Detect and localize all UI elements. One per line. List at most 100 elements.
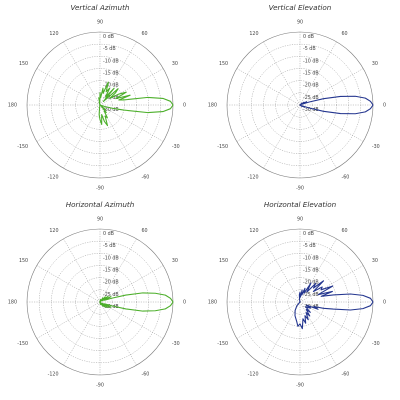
angle-tick-label: -30 [372, 341, 380, 347]
grid-spoke [99, 265, 164, 303]
grid-spoke [36, 301, 101, 339]
angle-tick-label: 0 [183, 103, 186, 109]
polar-chart-2: Vertical Elevation 0 30 60 90 120 150 180 -150 -1… [208, 3, 386, 192]
angle-tick-label: 90 [297, 217, 303, 223]
grid-spoke [236, 104, 301, 142]
db-tick-label: -25 dB [303, 95, 319, 101]
grid-spoke [263, 238, 301, 303]
db-tick-label: -15 dB [303, 71, 319, 77]
angle-tick-label: 120 [249, 31, 258, 37]
grid-spoke [99, 41, 137, 106]
grid-spoke [99, 68, 164, 106]
angle-tick-label: -30 [172, 144, 180, 150]
angle-tick-label: -30 [372, 144, 380, 150]
polar-panels: Vertical Azimuth 0 30 60 90 120 150 180 -150 -120… [8, 3, 386, 389]
grid-spoke [236, 301, 301, 339]
angle-tick-label: -60 [342, 175, 350, 181]
angle-tick-label: -120 [48, 175, 59, 181]
angle-tick-label: -90 [296, 186, 304, 192]
db-tick-label: -30 dB [303, 107, 319, 113]
db-tick-label: -10 dB [303, 255, 319, 261]
db-tick-label: 0 dB [303, 231, 314, 237]
angle-tick-label: 90 [97, 217, 103, 223]
angle-tick-label: 0 [183, 300, 186, 306]
db-tick-label: -10 dB [103, 58, 119, 64]
grid-spoke [299, 68, 364, 106]
angle-tick-label: -60 [142, 372, 150, 378]
pattern-line [294, 280, 374, 330]
angle-tick-label: 30 [372, 258, 378, 264]
angle-tick-label: 150 [19, 258, 28, 264]
angle-tick-label: 120 [49, 31, 58, 37]
grid-spoke [63, 238, 101, 303]
chart-title: Vertical Azimuth [71, 3, 130, 12]
angle-tick-label: -150 [217, 341, 228, 347]
grid-spoke [36, 265, 101, 303]
grid-spoke [299, 238, 337, 303]
angle-tick-label: 120 [249, 228, 258, 234]
angle-tick-label: -30 [172, 341, 180, 347]
polar-chart-3: Horizontal Azimuth 0 30 60 90 120 150 180 -150 -1… [8, 200, 186, 389]
db-tick-label: -10 dB [303, 58, 319, 64]
db-tick-label: -15 dB [103, 71, 119, 77]
db-tick-label: -30 dB [103, 107, 119, 113]
pattern-line [98, 81, 174, 127]
pattern-line [99, 292, 174, 312]
db-tick-label: -25 dB [303, 292, 319, 298]
angle-tick-label: 180 [208, 300, 217, 306]
angle-tick-label: -120 [248, 372, 259, 378]
angle-tick-label: -120 [248, 175, 259, 181]
angle-tick-label: 60 [142, 228, 148, 234]
grid-spoke [63, 41, 101, 106]
grid-spoke [99, 104, 164, 142]
angle-tick-label: 60 [342, 31, 348, 37]
db-tick-label: -20 dB [103, 280, 119, 286]
grid-spoke [63, 104, 101, 169]
angle-tick-label: -120 [48, 372, 59, 378]
chart-title: Horizontal Elevation [264, 200, 337, 209]
db-tick-label: -10 dB [103, 255, 119, 261]
pattern-line [299, 95, 374, 115]
angle-tick-label: -150 [217, 144, 228, 150]
angle-tick-label: 0 [383, 300, 386, 306]
grid-spoke [236, 265, 301, 303]
angle-tick-label: 180 [8, 300, 17, 306]
angle-tick-label: -150 [17, 341, 28, 347]
grid-spoke [63, 301, 101, 366]
db-tick-label: -20 dB [303, 83, 319, 89]
db-tick-label: -5 dB [303, 46, 316, 52]
angle-tick-label: -90 [96, 383, 104, 389]
db-tick-label: -25 dB [103, 292, 119, 298]
angle-tick-label: 150 [19, 61, 28, 67]
angle-tick-label: 60 [142, 31, 148, 37]
db-tick-label: -5 dB [303, 243, 316, 249]
db-tick-label: -5 dB [103, 243, 116, 249]
polar-chart-4: Horizontal Elevation 0 30 60 90 120 150 180 -150… [208, 200, 386, 389]
angle-tick-label: -90 [296, 383, 304, 389]
grid-spoke [36, 68, 101, 106]
db-tick-label: 0 dB [303, 34, 314, 40]
angle-tick-label: 180 [208, 103, 217, 109]
db-tick-label: -15 dB [303, 268, 319, 274]
angle-tick-label: 60 [342, 228, 348, 234]
grid-spoke [99, 238, 137, 303]
db-tick-label: 0 dB [103, 34, 114, 40]
angle-tick-label: 150 [219, 61, 228, 67]
angle-tick-label: -60 [342, 372, 350, 378]
grid-spoke [299, 104, 337, 169]
chart-title: Vertical Elevation [269, 3, 332, 12]
grid-spoke [36, 104, 101, 142]
chart-title: Horizontal Azimuth [66, 200, 135, 209]
angle-tick-label: 180 [8, 103, 17, 109]
angle-tick-label: 150 [219, 258, 228, 264]
db-tick-label: -15 dB [103, 268, 119, 274]
grid-spoke [99, 301, 164, 339]
angle-tick-label: 30 [372, 61, 378, 67]
grid-spoke [299, 104, 364, 142]
db-tick-label: 0 dB [103, 231, 114, 237]
grid-spoke [99, 301, 137, 366]
grid-spoke [263, 41, 301, 106]
db-tick-label: -20 dB [103, 83, 119, 89]
db-tick-label: -5 dB [103, 46, 116, 52]
